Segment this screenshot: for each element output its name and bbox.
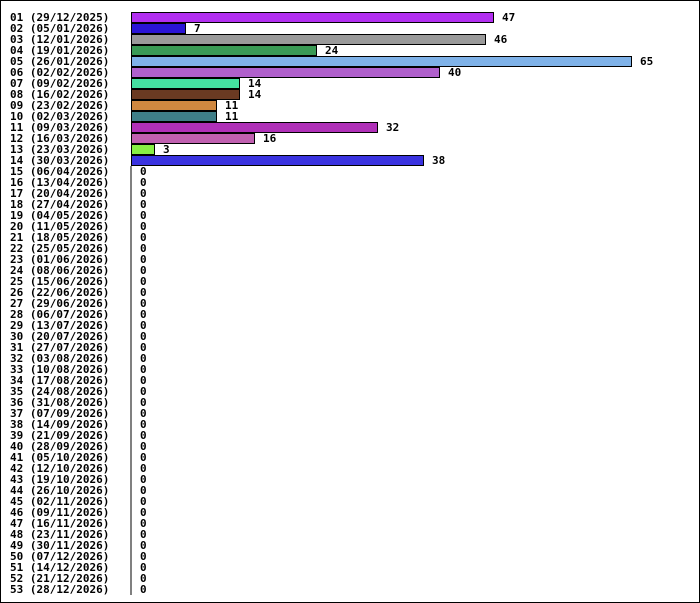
category-label: 53 (28/12/2026)	[10, 583, 109, 596]
value-label: 16	[263, 132, 277, 145]
bar	[132, 35, 486, 45]
value-label: 40	[448, 66, 461, 79]
value-label: 0	[140, 583, 147, 596]
bar	[132, 123, 378, 133]
bar	[132, 145, 155, 155]
value-label: 24	[325, 44, 339, 57]
bar	[132, 112, 217, 122]
bar	[132, 68, 440, 78]
bar	[132, 79, 240, 89]
bar	[132, 90, 240, 100]
value-label: 46	[494, 33, 508, 46]
value-label: 47	[502, 11, 515, 24]
value-label: 11	[225, 110, 239, 123]
bar	[132, 101, 217, 111]
value-label: 14	[248, 88, 262, 101]
value-label: 3	[163, 143, 170, 156]
bar	[132, 24, 186, 34]
bars	[132, 13, 632, 166]
bar	[132, 46, 317, 56]
value-label: 32	[386, 121, 399, 134]
category-labels: 01 (29/12/2025)02 (05/01/2026)03 (12/01/…	[10, 11, 109, 596]
bar	[132, 134, 255, 144]
bar	[132, 156, 424, 166]
bar	[132, 57, 632, 67]
value-label: 65	[640, 55, 653, 68]
value-label: 7	[194, 22, 201, 35]
bar	[132, 13, 494, 23]
value-label: 38	[432, 154, 445, 167]
